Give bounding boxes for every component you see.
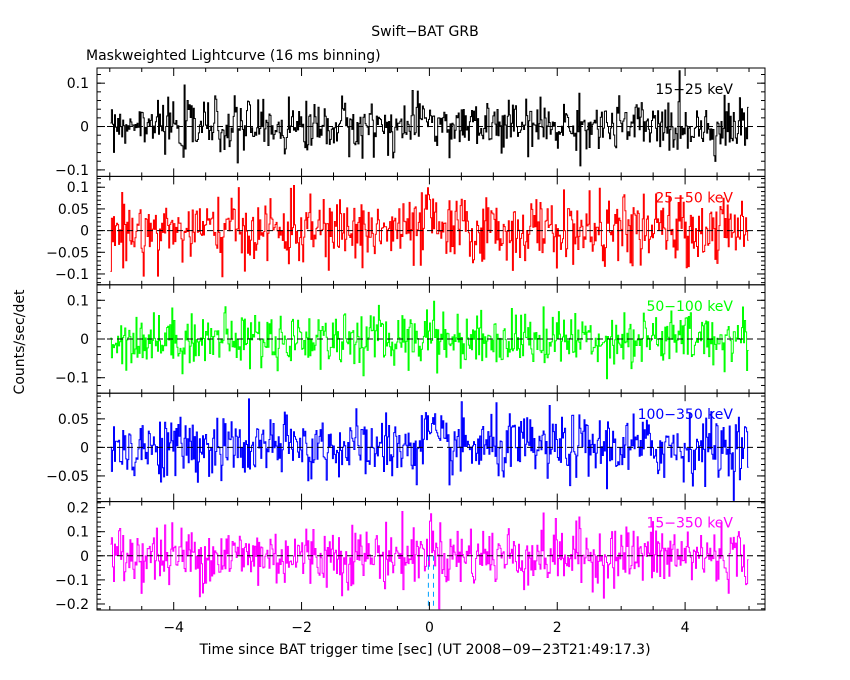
- y-tick-label: 0.1: [67, 76, 89, 92]
- y-tick-label: 0.05: [58, 202, 89, 218]
- x-tick-label: 0: [425, 620, 434, 636]
- y-tick-label: 0.1: [67, 525, 89, 541]
- y-tick-label: 0.1: [67, 180, 89, 196]
- x-tick-label: 2: [553, 620, 562, 636]
- panel-5: −0.2 −0.1 0 0.1 0.2 15−350 keV: [55, 501, 766, 613]
- band-label: 15−25 keV: [655, 82, 733, 98]
- chart-title: Swift−BAT GRB: [371, 24, 478, 40]
- x-tick-label: 4: [681, 620, 690, 636]
- y-tick-label: 0.05: [58, 412, 89, 428]
- x-axis-label: Time since BAT trigger time [sec] (UT 20…: [198, 642, 650, 658]
- y-tick-label: 0: [80, 332, 89, 348]
- chart-subtitle: Maskweighted Lightcurve (16 ms binning): [86, 48, 381, 64]
- y-tick-label: −0.1: [55, 371, 89, 387]
- lightcurve-series: [110, 185, 749, 278]
- y-tick-label: −0.1: [55, 267, 89, 283]
- y-tick-label: 0: [80, 549, 89, 565]
- y-axis-label: Counts/sec/det: [12, 289, 28, 394]
- lightcurve-series: [110, 511, 749, 610]
- y-tick-label: 0: [80, 440, 89, 456]
- band-label: 25−50 keV: [655, 190, 733, 206]
- panel-1: −0.1 0 0.1 15−25 keV: [55, 67, 766, 179]
- y-tick-label: −0.2: [55, 597, 89, 613]
- y-tick-label: −0.1: [55, 573, 89, 589]
- y-tick-label: −0.05: [46, 469, 89, 485]
- panels-group: −0.1 0 0.1 15−25 keV −0.1 −0.05 0 0.05 0.1 25−50 …: [46, 67, 766, 636]
- x-tick-label: −2: [291, 620, 312, 636]
- band-label: 50−100 keV: [646, 299, 733, 315]
- y-tick-label: 0: [80, 224, 89, 240]
- y-tick-label: −0.1: [55, 163, 89, 179]
- band-label: 100−350 keV: [638, 407, 734, 423]
- panel-4: −0.05 0 0.05 100−350 keV: [46, 392, 766, 503]
- y-tick-label: 0.1: [67, 293, 89, 309]
- panel-2: −0.1 −0.05 0 0.05 0.1 25−50 keV: [46, 175, 766, 286]
- x-tick-label: −4: [163, 620, 184, 636]
- lightcurve-series: [110, 300, 749, 380]
- y-tick-label: 0.2: [67, 501, 89, 517]
- panel-3: −0.1 0 0.1 50−100 keV: [55, 284, 766, 394]
- lightcurve-series: [110, 398, 749, 501]
- band-label: 15−350 keV: [646, 516, 733, 532]
- y-tick-label: 0: [80, 120, 89, 136]
- y-tick-label: −0.05: [46, 245, 89, 261]
- lightcurve-series: [110, 70, 749, 167]
